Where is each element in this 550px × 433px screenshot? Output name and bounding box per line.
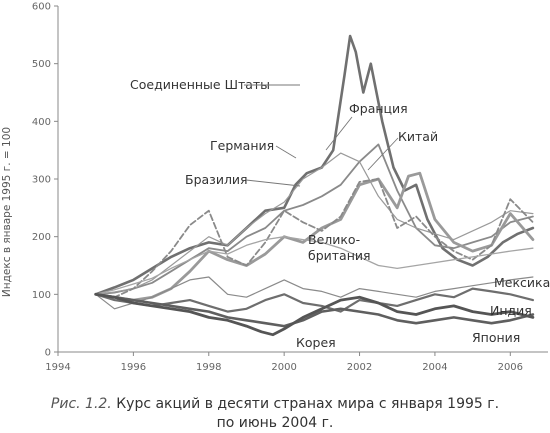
label-germany: Германия: [210, 138, 274, 153]
series-line-0: [94, 34, 535, 296]
y-tick-label: 600: [32, 2, 51, 13]
series-line-8: [94, 292, 535, 328]
x-tick-label: 2006: [498, 362, 523, 373]
line-chart: 0 100 200 300 400 500 600 1994 1996 1998 2000 2002…: [1, 2, 550, 374]
series-line-5: [95, 236, 534, 295]
x-tick-label: 1994: [45, 362, 70, 373]
y-tick-label: 200: [32, 232, 51, 243]
caption-line-2: по июнь 2004 г.: [216, 415, 334, 431]
series-line-6: [95, 276, 534, 310]
label-mexico: Мексика: [494, 275, 550, 290]
y-ticks: 0 100 200 300 400 500 600: [32, 2, 58, 359]
y-tick-label: 500: [32, 59, 51, 70]
series-labels: Соединенные Штаты Франция Германия Китай…: [130, 77, 550, 350]
leader-germany: [275, 145, 297, 159]
x-tick-label: 1996: [121, 362, 146, 373]
x-tick-label: 2004: [422, 362, 447, 373]
y-tick-label: 100: [32, 290, 51, 301]
y-tick-label: 0: [45, 348, 51, 359]
leader-brazil: [245, 179, 301, 187]
figure-caption: Рис. 1.2. Курс акций в десяти странах ми…: [0, 395, 550, 433]
label-china: Китай: [398, 129, 438, 144]
label-uk-line2: британия: [308, 248, 371, 263]
label-usa: Соединенные Штаты: [130, 77, 270, 92]
label-japan: Япония: [472, 330, 520, 345]
label-leader-lines: [244, 84, 399, 187]
label-brazil: Бразилия: [185, 172, 248, 187]
label-korea: Корея: [296, 335, 336, 350]
label-uk-line1: Велико-: [308, 232, 360, 247]
caption-line-1: Рис. 1.2. Курс акций в десяти странах ми…: [0, 395, 550, 414]
x-tick-label: 2000: [271, 362, 296, 373]
label-india: Индия: [490, 303, 532, 318]
series-line-9: [94, 292, 535, 337]
series-line-1: [94, 143, 534, 296]
y-tick-label: 400: [32, 117, 51, 128]
x-tick-label: 1998: [196, 362, 221, 373]
label-france: Франция: [349, 101, 408, 116]
y-tick-label: 300: [32, 175, 51, 186]
series-lines: [94, 34, 535, 337]
leader-china: [367, 137, 399, 171]
series-line-4: [94, 178, 534, 299]
y-axis-label: Индекс в январе 1995 г. = 100: [1, 127, 13, 297]
caption-prefix: Рис. 1.2.: [50, 396, 112, 412]
x-ticks: 1994 1996 1998 2000 2002 2004 2006: [45, 352, 523, 373]
x-tick-label: 2002: [347, 362, 372, 373]
leader-france: [325, 116, 353, 151]
caption-text-1: Курс акций в десяти странах мира с январ…: [116, 396, 500, 412]
series-line-2: [95, 152, 534, 295]
series-line-7: [94, 287, 535, 313]
